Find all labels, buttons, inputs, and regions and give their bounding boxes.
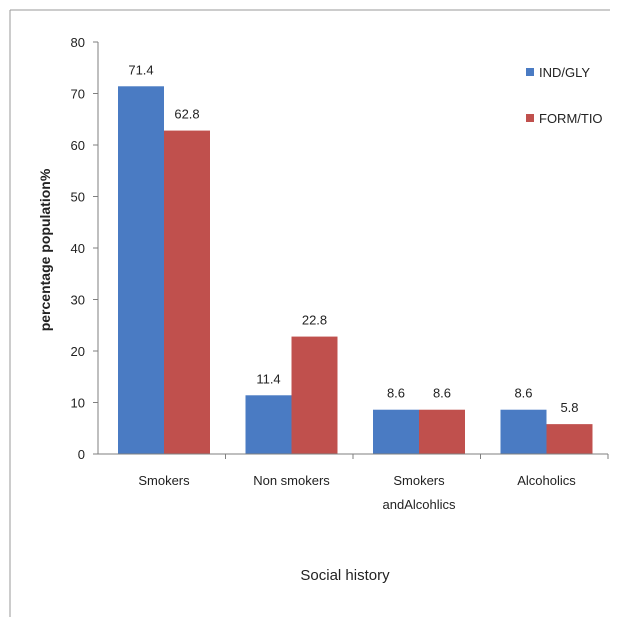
y-tick-label: 10 (71, 396, 85, 411)
bar-form-tio-2 (291, 336, 338, 454)
y-tick-label: 50 (71, 190, 85, 205)
bar-ind-gly-1 (118, 86, 164, 454)
y-tick-label: 80 (71, 35, 85, 50)
data-label: 8.6 (387, 386, 405, 401)
bar-ind-gly-4 (500, 409, 547, 454)
y-tick-label: 30 (71, 293, 85, 308)
y-tick-label: 60 (71, 138, 85, 153)
plot-area: 71.4 62.8 11.4 22.8 8.6 8.6 8.6 5.8 (118, 62, 593, 454)
data-label: 8.6 (514, 386, 532, 401)
x-tick-label: Smokers (393, 473, 445, 488)
data-label: 22.8 (302, 313, 327, 328)
bar-ind-gly-3 (373, 409, 419, 454)
bar-ind-gly-2 (245, 395, 292, 454)
x-tick-label: Smokers (138, 473, 190, 488)
x-tick-label: Alcoholics (517, 473, 576, 488)
x-axis-title: Social history (300, 567, 390, 584)
x-tick-label: andAlcohlics (383, 497, 456, 512)
bar-form-tio-1 (164, 130, 210, 454)
data-label: 71.4 (128, 62, 153, 77)
y-tick-label: 0 (78, 447, 85, 462)
legend-label: FORM/TIO (539, 111, 603, 126)
y-axis-title: percentage population% (37, 168, 53, 331)
data-label: 11.4 (256, 371, 280, 386)
data-label: 5.8 (560, 400, 578, 415)
y-tick-label: 40 (71, 241, 85, 256)
x-tick-label: Non smokers (253, 473, 330, 488)
legend: IND/GLY FORM/TIO (526, 65, 603, 126)
y-tick-label: 70 (71, 87, 85, 102)
bar-form-tio-4 (546, 424, 593, 454)
legend-swatch (526, 68, 534, 76)
axes: 0 10 20 30 40 50 60 70 80 Smokers Non smokers Smoke… (71, 35, 609, 512)
y-tick-label: 20 (71, 344, 85, 359)
legend-label: IND/GLY (539, 65, 590, 80)
data-label: 62.8 (174, 107, 199, 122)
bar-form-tio-3 (419, 409, 465, 454)
legend-swatch (526, 114, 534, 122)
data-label: 8.6 (433, 386, 451, 401)
